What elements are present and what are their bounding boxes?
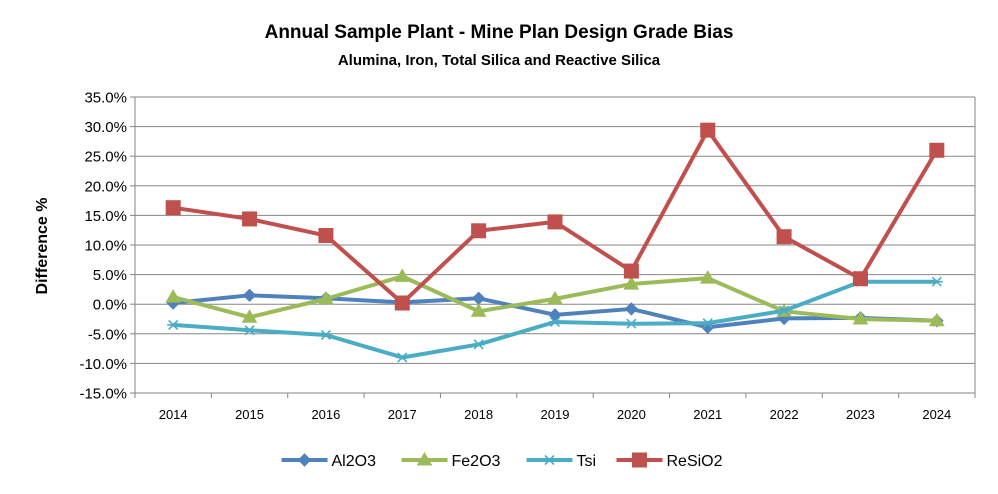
- y-tick-label: 25.0%: [84, 149, 127, 166]
- legend-marker-al2o3: [297, 453, 312, 467]
- legend-marker-resio2: [632, 452, 647, 468]
- x-tick-label: 2021: [693, 407, 722, 422]
- data-point-resio2: [165, 200, 181, 216]
- data-point-fe2o3: [699, 270, 716, 284]
- data-point-fe2o3: [852, 311, 869, 325]
- data-point-resio2: [700, 122, 716, 138]
- y-tick-label: 15.0%: [84, 208, 127, 225]
- data-point-resio2: [623, 263, 639, 279]
- data-point-fe2o3: [318, 290, 334, 305]
- y-tick-label: 5.0%: [93, 267, 127, 284]
- legend-label: Tsi: [577, 453, 597, 470]
- data-point-fe2o3: [547, 290, 563, 305]
- y-tick-label: 10.0%: [84, 238, 127, 255]
- data-point-tsi: [549, 316, 561, 328]
- y-tick-labels: 35.0% 30.0% 25.0% 20.0% 15.0% 10.0% 5.0% 0.0% -5…: [79, 90, 127, 403]
- y-tick-label: 0.0%: [93, 297, 127, 314]
- x-tick-label: 2018: [464, 407, 493, 422]
- data-point-al2o3: [242, 288, 257, 303]
- legend-label: ReSiO2: [667, 453, 723, 470]
- x-tick-label: 2022: [770, 407, 799, 422]
- legend: Al2O3 Fe2O3 Tsi ReSiO2: [281, 452, 723, 470]
- legend-item-tsi[interactable]: Tsi: [526, 453, 597, 470]
- y-tick-label: -10.0%: [79, 356, 127, 373]
- gridlines: [135, 96, 975, 394]
- series-resio2: [165, 122, 945, 311]
- data-point-resio2: [852, 271, 868, 287]
- series-lines: [165, 122, 945, 363]
- y-tick-label: -15.0%: [79, 386, 127, 403]
- chart-subtitle: Alumina, Iron, Total Silica and Reactive…: [338, 52, 661, 69]
- x-tick-label: 2015: [235, 407, 264, 422]
- data-point-resio2: [776, 229, 792, 245]
- legend-marker-fe2o3: [416, 452, 433, 466]
- data-point-tsi: [319, 329, 332, 341]
- data-point-tsi: [396, 352, 409, 363]
- legend-marker-tsi: [543, 454, 556, 466]
- axes: [130, 96, 976, 398]
- data-point-resio2: [547, 214, 563, 230]
- data-point-fe2o3: [928, 312, 945, 327]
- data-point-fe2o3: [241, 309, 258, 323]
- data-point-tsi: [625, 318, 638, 329]
- y-tick-label: 30.0%: [84, 119, 127, 136]
- data-point-fe2o3: [394, 268, 411, 282]
- x-tick-label: 2020: [617, 407, 646, 422]
- data-point-al2o3: [548, 308, 562, 322]
- x-tick-label: 2024: [922, 407, 951, 422]
- y-axis-label: Difference %: [34, 198, 51, 295]
- data-point-resio2: [318, 228, 334, 244]
- y-tick-label: -5.0%: [88, 326, 127, 343]
- legend-label: Fe2O3: [452, 453, 501, 470]
- data-point-resio2: [471, 223, 487, 239]
- legend-item-fe2o3[interactable]: Fe2O3: [401, 452, 501, 470]
- y-tick-label: 35.0%: [84, 90, 127, 107]
- x-tick-label: 2017: [388, 407, 417, 422]
- data-point-al2o3: [471, 291, 486, 305]
- data-point-resio2: [929, 142, 945, 158]
- data-point-al2o3: [624, 302, 639, 316]
- data-point-tsi: [701, 318, 714, 329]
- legend-item-resio2[interactable]: ReSiO2: [616, 452, 723, 470]
- x-tick-label: 2016: [311, 407, 340, 422]
- data-point-tsi: [930, 276, 943, 287]
- data-point-resio2: [242, 211, 258, 227]
- data-point-resio2: [394, 295, 410, 311]
- y-tick-label: 20.0%: [84, 178, 127, 195]
- x-tick-label: 2019: [541, 407, 570, 422]
- x-tick-label: 2023: [846, 407, 875, 422]
- data-point-fe2o3: [165, 289, 182, 303]
- legend-item-al2o3[interactable]: Al2O3: [281, 453, 377, 470]
- x-tick-label: 2014: [159, 407, 188, 422]
- data-point-tsi: [778, 305, 791, 316]
- data-point-tsi: [243, 325, 256, 336]
- data-point-tsi: [472, 339, 485, 350]
- data-point-tsi: [167, 319, 180, 330]
- x-tick-labels: 2014 2015 2016 2017 2018 2019 2020 2021 2022 2023…: [159, 407, 952, 422]
- chart-title: Annual Sample Plant - Mine Plan Design G…: [265, 22, 734, 43]
- data-point-fe2o3: [470, 303, 487, 317]
- data-point-fe2o3: [623, 276, 640, 290]
- legend-label: Al2O3: [332, 453, 377, 470]
